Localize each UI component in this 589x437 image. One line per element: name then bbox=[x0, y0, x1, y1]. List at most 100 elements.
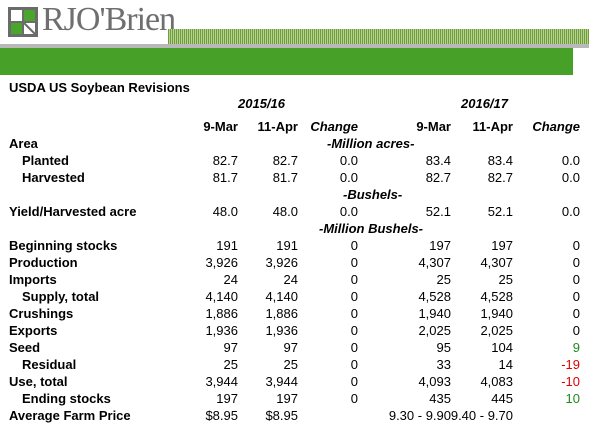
cell: 197 bbox=[429, 238, 451, 253]
cell: 1,940 bbox=[480, 306, 513, 321]
cell: 48.0 bbox=[212, 204, 238, 219]
table-row: Residual 25 25 0 33 14 -19 bbox=[0, 357, 589, 374]
cell: 4,528 bbox=[480, 289, 513, 304]
table-row: Ending stocks 197 197 0 435 445 10 bbox=[0, 391, 589, 408]
row-label: Yield/Harvested acre bbox=[9, 204, 137, 219]
cell: 0 bbox=[350, 255, 358, 270]
row-label: Ending stocks bbox=[22, 391, 111, 406]
cell-price-range-mar: 9.30 - 9.90 bbox=[388, 408, 451, 423]
cell: 0 bbox=[572, 306, 580, 321]
cell: $8.95 bbox=[265, 408, 298, 423]
cell: 104 bbox=[491, 340, 513, 355]
cell: 0 bbox=[572, 323, 580, 338]
cell: 0 bbox=[350, 306, 358, 321]
cell: 435 bbox=[429, 391, 451, 406]
cell: 0.0 bbox=[339, 204, 358, 219]
col-9mar-a: 9-Mar bbox=[203, 119, 238, 134]
row-label: Planted bbox=[22, 153, 69, 168]
cell: 0 bbox=[572, 289, 580, 304]
logo-row: RJO'Brien bbox=[0, 0, 589, 48]
row-label: Use, total bbox=[9, 374, 68, 389]
cell: 25 bbox=[498, 272, 513, 287]
cell: $8.95 bbox=[205, 408, 238, 423]
cell: 0 bbox=[572, 238, 580, 253]
cell: 82.7 bbox=[212, 153, 238, 168]
table-row: Beginning stocks 191 191 0 197 197 0 bbox=[0, 238, 589, 255]
cell: 4,140 bbox=[205, 289, 238, 304]
col-11apr-a: 11-Apr bbox=[257, 119, 298, 134]
cell: 0.0 bbox=[561, 204, 580, 219]
cell: 1,886 bbox=[265, 306, 298, 321]
cell-change-negative: -10 bbox=[561, 374, 580, 389]
cell: 0 bbox=[572, 255, 580, 270]
cell: 4,307 bbox=[418, 255, 451, 270]
cell: 3,926 bbox=[265, 255, 298, 270]
cell: 445 bbox=[491, 391, 513, 406]
green-band bbox=[0, 48, 573, 75]
cell: 4,307 bbox=[480, 255, 513, 270]
table-row: Planted 82.7 82.7 0.0 83.4 83.4 0.0 bbox=[0, 153, 589, 170]
cell: 191 bbox=[276, 238, 298, 253]
cell: 48.0 bbox=[272, 204, 298, 219]
cell: 0.0 bbox=[561, 153, 580, 168]
cell: 0 bbox=[350, 374, 358, 389]
cell: 2,025 bbox=[480, 323, 513, 338]
cell: 81.7 bbox=[212, 170, 238, 185]
row-label: Area bbox=[9, 136, 38, 151]
cell: 3,926 bbox=[205, 255, 238, 270]
table-row: Production 3,926 3,926 0 4,307 4,307 0 bbox=[0, 255, 589, 272]
table-row: Exports 1,936 1,936 0 2,025 2,025 0 bbox=[0, 323, 589, 340]
row-label: Supply, total bbox=[22, 289, 100, 304]
cell-change-positive: 10 bbox=[565, 391, 580, 406]
row-label: Average Farm Price bbox=[9, 408, 131, 423]
table-row: Harvested 81.7 81.7 0.0 82.7 82.7 0.0 bbox=[0, 170, 589, 187]
header-banner: RJO'Brien bbox=[0, 0, 589, 75]
table-title: USDA US Soybean Revisions bbox=[9, 80, 190, 95]
cell: 4,528 bbox=[418, 289, 451, 304]
year-2016-17: 2016/17 bbox=[461, 96, 508, 111]
cell: 33 bbox=[436, 357, 451, 372]
cell-change-negative: -19 bbox=[561, 357, 580, 372]
table-row: Supply, total 4,140 4,140 0 4,528 4,528 … bbox=[0, 289, 589, 306]
cell: 52.1 bbox=[487, 204, 513, 219]
cell: 0 bbox=[350, 323, 358, 338]
cell: 197 bbox=[491, 238, 513, 253]
cell: 24 bbox=[223, 272, 238, 287]
cell: 3,944 bbox=[265, 374, 298, 389]
cell: 97 bbox=[283, 340, 298, 355]
cell-change-positive: 9 bbox=[572, 340, 580, 355]
unit-label: -Million Bushels- bbox=[319, 221, 423, 236]
cell: 4,140 bbox=[265, 289, 298, 304]
gray-divider bbox=[0, 44, 589, 48]
cell: 0 bbox=[572, 272, 580, 287]
cell: 1,936 bbox=[265, 323, 298, 338]
cell-price-range-apr: 9.40 - 9.70 bbox=[450, 408, 513, 423]
cell: 82.7 bbox=[425, 170, 451, 185]
cell: 197 bbox=[276, 391, 298, 406]
cell: 0 bbox=[350, 289, 358, 304]
cell: 83.4 bbox=[487, 153, 513, 168]
row-label: Residual bbox=[22, 357, 77, 372]
rjo-logo-mark-icon bbox=[8, 7, 38, 37]
cell: 0.0 bbox=[561, 170, 580, 185]
row-label: Crushings bbox=[9, 306, 74, 321]
cell: 25 bbox=[283, 357, 298, 372]
cell: 197 bbox=[216, 391, 238, 406]
table-row: Crushings 1,886 1,886 0 1,940 1,940 0 bbox=[0, 306, 589, 323]
cell: 0 bbox=[350, 340, 358, 355]
cell: 0.0 bbox=[339, 153, 358, 168]
cell: 3,944 bbox=[205, 374, 238, 389]
col-9mar-b: 9-Mar bbox=[416, 119, 451, 134]
cell: 25 bbox=[436, 272, 451, 287]
cell: 81.7 bbox=[272, 170, 298, 185]
col-11apr-b: 11-Apr bbox=[472, 119, 513, 134]
unit-label: -Bushels- bbox=[343, 187, 403, 202]
cell: 82.7 bbox=[487, 170, 513, 185]
cell: 95 bbox=[436, 340, 451, 355]
cell: 0 bbox=[350, 391, 358, 406]
row-label: Production bbox=[9, 255, 78, 270]
cell: 52.1 bbox=[425, 204, 451, 219]
col-change-b: Change bbox=[532, 119, 580, 134]
col-change-a: Change bbox=[310, 119, 358, 134]
column-header-row: 9-Mar 11-Apr Change 9-Mar 11-Apr Change bbox=[0, 119, 589, 136]
